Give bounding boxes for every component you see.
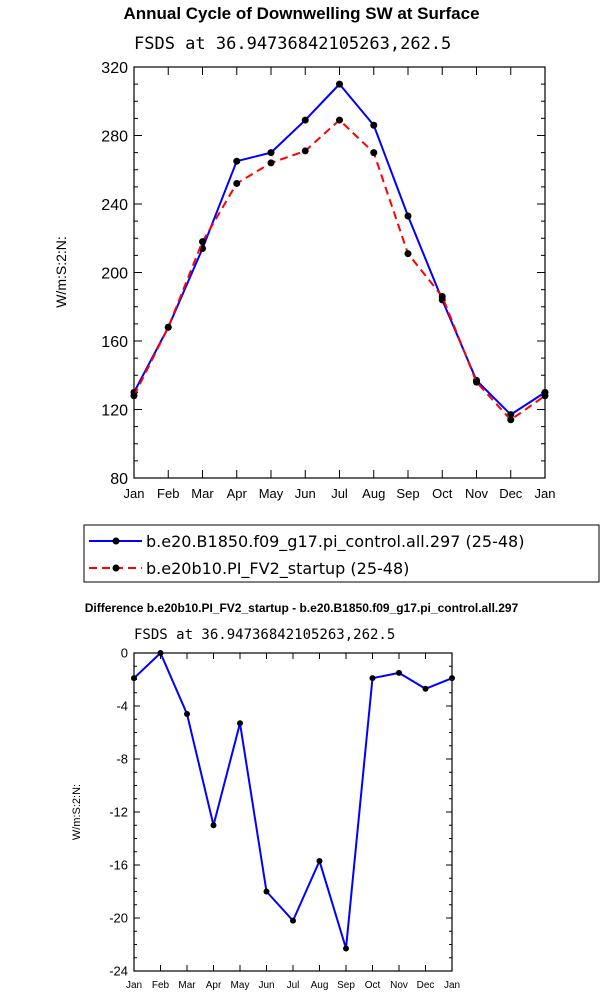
y-tick-label: -24 [109,964,128,979]
x-tick-label: Jan [535,486,556,501]
series-point [438,292,446,300]
x-tick-label: Feb [157,486,179,501]
series-point [184,710,190,717]
y-tick-label: 0 [121,646,128,661]
chart1-subtitle: FSDS at 36.94736842105263,262.5 [134,34,452,54]
y-tick-label: 320 [101,60,128,77]
x-tick-label: Jul [287,980,300,991]
x-tick-label: Sep [337,980,355,991]
series-point [316,858,323,865]
x-tick-label: May [259,486,284,501]
series-point [343,945,349,952]
x-tick-label: Apr [227,486,248,501]
series-point [233,179,241,187]
legend: b.e20.B1850.f09_g17.pi_control.all.297 (… [83,524,600,583]
y-tick-label: -12 [109,805,128,820]
series-line [133,119,546,421]
x-tick-label: Dec [499,486,523,501]
x-tick-label: Sep [396,486,419,501]
x-tick-label: Mar [178,980,196,991]
plot-frame [133,66,546,479]
series-point [336,80,343,88]
y-tick-label: -4 [116,699,128,714]
x-tick-label: Nov [465,486,489,501]
chart1-title: Annual Cycle of Downwelling SW at Surfac… [123,4,480,23]
x-tick-label: Nov [390,980,408,991]
legend-marker [112,564,120,572]
x-tick-label: Aug [311,980,329,991]
chart2-plot: -24 -20 -16 -12 -8 -4 0 Jan Feb Mar Apr May Jun Jul Au… [71,646,460,991]
x-tick-label: Oct [365,980,381,991]
x-tick-label: May [231,980,250,991]
y-tick-label: 120 [101,402,128,419]
x-tick-label: Feb [152,980,170,991]
legend-entry: b.e20.B1850.f09_g17.pi_control.all.297 (… [146,532,524,552]
series-point [290,917,296,924]
series-point [541,392,549,400]
series-point [199,238,206,246]
x-tick-label: Jan [124,486,145,501]
y-tick-label: 240 [101,197,128,214]
y-tick-label: 280 [101,128,128,145]
series-point [473,378,480,386]
chart2-subtitle: FSDS at 36.94736842105263,262.5 [134,627,396,643]
x-tick-label: Mar [191,486,214,501]
y-tick-label: 200 [101,265,128,282]
series-point [507,416,515,424]
series-point [404,212,412,220]
y-axis-label: W/m:S:2:N: [53,236,69,308]
series-point [404,250,412,258]
y-tick-label: -16 [109,858,128,873]
x-tick-label: Aug [362,486,385,501]
series-point [370,121,378,129]
series-point [449,675,455,682]
y-tick-label: -20 [109,911,128,926]
series-point [267,159,275,167]
series-point [263,888,270,895]
series-point [267,149,275,157]
x-tick-label: Jun [258,980,274,991]
series-point [164,323,172,331]
series-point [369,675,376,682]
series-line [133,83,546,416]
x-tick-label: Jan [444,980,460,991]
chart2-title: Difference b.e20b10.PI_FV2_startup - b.e… [84,601,519,615]
series-point [370,149,378,157]
series-point [301,116,309,124]
series-line [133,652,453,950]
series-point [131,675,137,682]
series-point [157,650,164,656]
y-tick-label: -8 [116,752,128,767]
legend-entry: b.e20b10.PI_FV2_startup (25-48) [146,559,409,579]
x-tick-label: Jun [295,486,316,501]
series-point [130,392,138,400]
x-tick-label: Jan [126,980,142,991]
series-point [301,147,309,155]
x-tick-label: Jul [331,486,348,501]
y-axis-label: W/m:S:2:N: [71,784,83,840]
series-point [237,720,243,727]
chart1-plot: 80 120 160 200 240 280 320 Jan Feb Mar Apr May Jun Ju… [53,60,600,583]
x-tick-label: Apr [206,980,222,991]
series-point [422,685,429,692]
series-point [210,822,217,829]
series-point [396,669,402,676]
legend-marker [112,537,120,545]
series-point [233,157,241,165]
x-tick-label: Dec [417,980,435,991]
x-tick-label: Oct [432,486,453,501]
y-tick-label: 160 [101,334,128,351]
legend-box [83,524,600,583]
series-point [336,116,343,124]
y-tick-label: 80 [110,471,128,488]
